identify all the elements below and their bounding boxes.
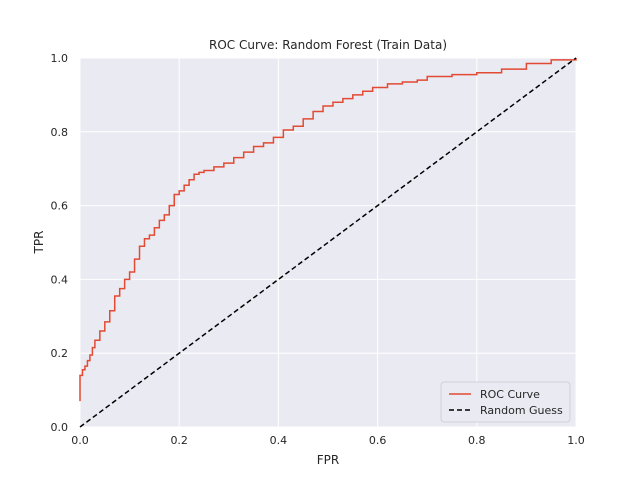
x-tick-label: 0.0	[71, 434, 89, 447]
x-tick-label: 1.0	[567, 434, 585, 447]
series-line-random-guess	[79, 57, 577, 428]
legend: ROC Curve Random Guess	[440, 381, 571, 423]
y-tick-label: 0.6	[51, 200, 69, 213]
y-tick-label: 1.0	[51, 52, 69, 65]
x-tick-label: 0.6	[369, 434, 387, 447]
series-line-roc-curve	[79, 58, 577, 402]
grid	[79, 57, 577, 428]
chart-title: ROC Curve: Random Forest (Train Data)	[209, 38, 447, 52]
y-tick-label: 0.4	[51, 273, 69, 286]
y-axis-label: TPR	[32, 231, 46, 255]
legend-box	[440, 381, 571, 423]
x-tick-label: 0.4	[270, 434, 288, 447]
legend-label-roc: ROC Curve	[480, 388, 540, 401]
y-tick-label: 0.8	[51, 126, 69, 139]
y-tick-label: 0.2	[51, 347, 69, 360]
ticks: 0.0 0.2 0.4 0.6 0.8 1.0 0.0 0.2 0.4 0.6 0.8 1.0	[51, 52, 585, 447]
x-axis-label: FPR	[317, 453, 339, 467]
series-layer	[79, 57, 577, 428]
x-tick-label: 0.8	[468, 434, 486, 447]
y-tick-label: 0.0	[51, 421, 69, 434]
x-tick-label: 0.2	[170, 434, 188, 447]
legend-label-random-guess: Random Guess	[480, 404, 563, 417]
